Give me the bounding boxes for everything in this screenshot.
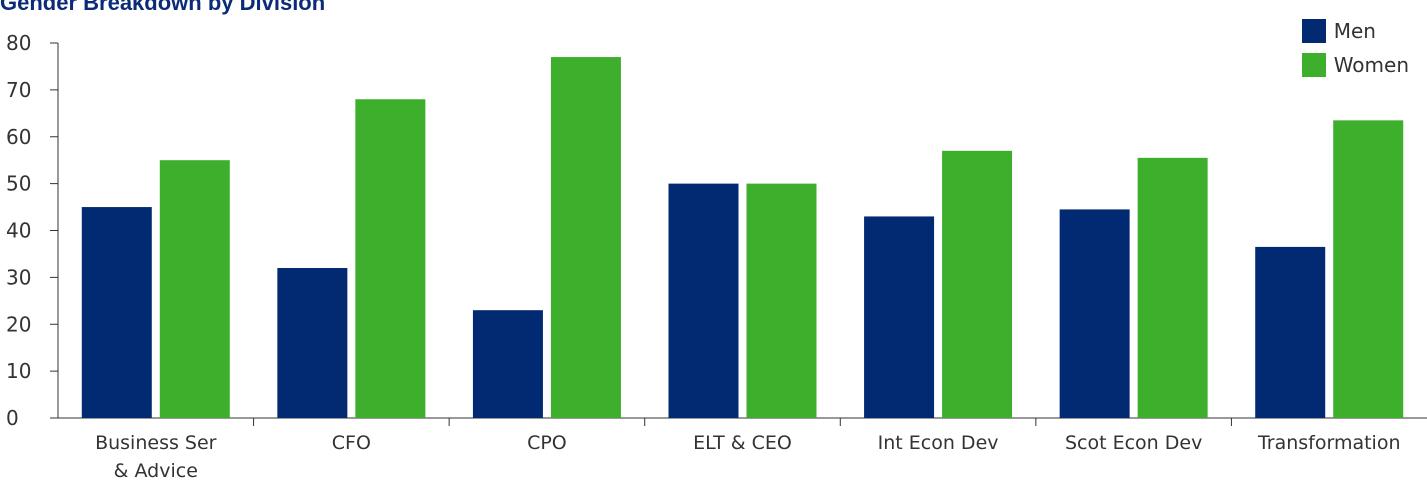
legend-label-men: Men <box>1333 19 1376 43</box>
x-tick-label: Transformation <box>1257 432 1401 454</box>
legend-item-men: Men <box>1301 14 1409 48</box>
bar-women-2 <box>550 57 621 418</box>
bar-men-6 <box>1255 246 1326 418</box>
y-tick-label: 10 <box>6 359 31 383</box>
y-tick-label: 30 <box>6 265 31 289</box>
chart-title: Gender Breakdown by Division <box>0 0 326 15</box>
bar-men-3 <box>668 183 739 418</box>
bar-men-2 <box>472 310 543 418</box>
legend-swatch-men <box>1301 19 1326 43</box>
y-tick-label: 60 <box>6 125 31 149</box>
y-tick-label: 40 <box>6 219 31 243</box>
legend-swatch-women <box>1301 53 1326 77</box>
bar-men-0 <box>81 207 152 418</box>
bar-women-0 <box>159 160 230 418</box>
bar-women-3 <box>746 183 817 418</box>
x-tick-label: Business Ser <box>95 432 217 454</box>
bar-men-1 <box>277 268 348 418</box>
legend-label-women: Women <box>1333 53 1409 77</box>
x-tick-label: Scot Econ Dev <box>1065 432 1202 454</box>
x-tick-label: CFO <box>332 432 371 454</box>
x-tick-label: ELT & CEO <box>693 432 792 454</box>
bar-women-6 <box>1333 120 1404 418</box>
x-tick-label: & Advice <box>114 460 198 482</box>
bar-women-4 <box>942 150 1013 418</box>
y-tick-label: 50 <box>6 172 31 196</box>
bar-men-4 <box>864 216 935 418</box>
x-tick-label: Int Econ Dev <box>878 432 999 454</box>
legend: Men Women <box>1301 14 1409 82</box>
x-tick-label: CPO <box>527 432 567 454</box>
legend-item-women: Women <box>1301 48 1409 82</box>
bar-women-1 <box>355 99 426 418</box>
y-tick-label: 70 <box>6 78 31 102</box>
y-tick-label: 20 <box>6 312 31 336</box>
bar-men-5 <box>1059 209 1130 418</box>
bar-women-5 <box>1137 157 1208 418</box>
y-tick-label: 80 <box>6 31 31 55</box>
y-tick-label: 0 <box>6 406 19 430</box>
